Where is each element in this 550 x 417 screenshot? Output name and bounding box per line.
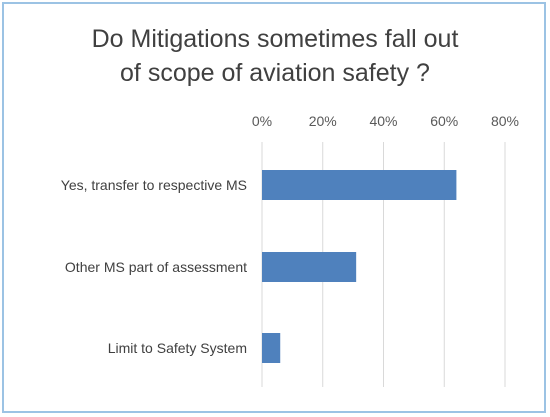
x-tick-label-2: 40% [369, 113, 397, 129]
x-tick-label-1: 20% [309, 113, 337, 129]
category-label-2: Limit to Safety System [108, 340, 247, 356]
x-tick-label-4: 80% [491, 113, 519, 129]
bars [262, 170, 457, 363]
category-label-0: Yes, transfer to respective MS [61, 177, 247, 193]
bar-1 [262, 252, 357, 282]
category-label-1: Other MS part of assessment [65, 259, 247, 275]
x-tick-labels: 0% 20% 40% 60% 80% [252, 113, 519, 129]
x-tick-label-0: 0% [252, 113, 272, 129]
bar-0 [262, 170, 457, 200]
category-labels: Yes, transfer to respective MS Other MS p… [61, 177, 247, 356]
bar-2 [262, 333, 281, 363]
chart-title-line-1: Do Mitigations sometimes fall out [91, 25, 459, 53]
x-tick-label-3: 60% [430, 113, 458, 129]
chart-title-line-2: of scope of aviation safety ? [120, 59, 430, 87]
chart-title: Do Mitigations sometimes fall out of sco… [0, 22, 550, 90]
